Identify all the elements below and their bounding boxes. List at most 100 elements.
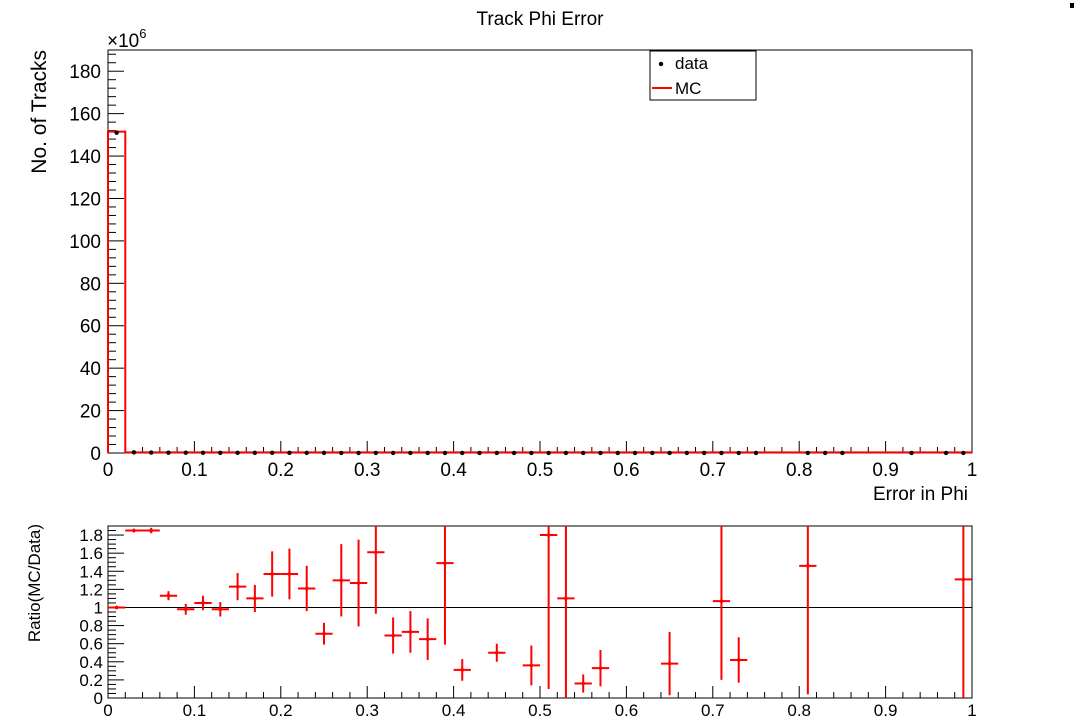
- ratio-point: [263, 551, 281, 597]
- ratio-tick-labels: 0 0.1 0.2 0.3 0.4 0.5 0.6 0.7 0.8 0.9 100.20.40.60…: [79, 526, 976, 720]
- ratio-marker: [322, 631, 326, 636]
- ratio-point: [419, 618, 437, 660]
- main-x-tick-label: 0.1: [181, 460, 207, 481]
- data-point: [373, 450, 379, 456]
- data-point: [736, 450, 741, 456]
- ratio-point: [194, 595, 212, 611]
- data-point: [909, 450, 914, 456]
- main-x-tick-label: 1: [967, 460, 978, 481]
- ratio-point: [384, 617, 402, 654]
- ratio-x-tick-label: 0.4: [442, 701, 466, 720]
- ratio-x-tick-label: 0.3: [355, 701, 379, 720]
- ratio-y-axis-label: Ratio(MC/Data): [25, 524, 44, 642]
- data-point: [615, 450, 620, 456]
- ratio-point: [108, 605, 126, 610]
- data-point: [114, 130, 119, 135]
- ratio-point: [574, 674, 592, 693]
- ratio-marker: [132, 528, 136, 533]
- ratio-point: [660, 631, 679, 696]
- ratio-point: [591, 650, 610, 687]
- data-point: [684, 450, 690, 456]
- ratio-plot-marks: [108, 526, 972, 698]
- data-point: [753, 450, 759, 456]
- ratio-point: [540, 526, 558, 689]
- legend-box: [649, 50, 757, 101]
- legend: data MC: [649, 50, 757, 101]
- main-x-tick-label: 0.8: [786, 460, 812, 481]
- data-point: [200, 450, 206, 455]
- data-point: [442, 450, 448, 456]
- ratio-marker: [183, 607, 188, 612]
- main-y-tick-label: 100: [69, 232, 101, 253]
- data-point: [581, 450, 586, 456]
- ratio-marker: [149, 528, 153, 533]
- ratio-marker: [114, 605, 119, 610]
- ratio-marker: [425, 637, 430, 641]
- ratio-marker: [408, 630, 413, 634]
- ratio-point: [712, 526, 731, 680]
- main-x-tick-label: 0: [103, 460, 114, 481]
- data-point: [408, 450, 413, 456]
- data-point: [235, 450, 240, 456]
- data-point: [321, 450, 327, 456]
- data-point: [356, 450, 361, 456]
- ratio-marker: [719, 599, 724, 603]
- main-y-axis-label: No. of Tracks: [28, 50, 51, 174]
- data-point: [252, 450, 258, 456]
- main-plot-frame: [107, 49, 973, 454]
- main-y-tick-label: 180: [69, 62, 101, 83]
- mc-histogram-line: [107, 130, 972, 454]
- main-x-axis-label: Error in Phi: [873, 484, 968, 505]
- ratio-marker: [806, 564, 810, 568]
- ratio-point: [125, 528, 143, 533]
- legend-data-label: data: [675, 54, 709, 73]
- ratio-point: [453, 659, 471, 681]
- ratio-marker: [166, 593, 171, 598]
- ratio-y-tick-label: 1.4: [79, 562, 103, 581]
- ratio-axis-ticks: [107, 530, 973, 699]
- main-tick-labels: 0 0.1 0.2 0.3 0.4 0.5 0.6 0.7 0.8 0.9 1 0 20 40 60 80 10…: [69, 62, 977, 481]
- ratio-marker: [356, 581, 361, 585]
- ratio-marker: [460, 668, 465, 672]
- data-point: [667, 450, 672, 456]
- ratio-y-tick-label: 0: [94, 689, 103, 708]
- legend-mc-label: MC: [675, 79, 701, 98]
- ratio-point: [488, 643, 506, 662]
- ratio-marker: [529, 663, 534, 668]
- data-point: [339, 450, 344, 456]
- ratio-point: [522, 645, 540, 686]
- ratio-point: [280, 548, 299, 600]
- data-point: [546, 450, 551, 456]
- ratio-marker: [961, 577, 966, 582]
- ratio-marker: [304, 586, 309, 591]
- data-point: [805, 450, 811, 456]
- ratio-x-tick-label: 0.7: [701, 701, 725, 720]
- ratio-marker: [287, 572, 292, 576]
- main-axis-ticks: [107, 53, 973, 454]
- ratio-point: [349, 539, 368, 627]
- ratio-marker: [201, 601, 205, 605]
- main-y-tick-label: 160: [69, 105, 101, 126]
- ratio-y-tick-label: 1.8: [79, 526, 103, 545]
- ratio-y-tick-label: 0.8: [79, 617, 103, 636]
- legend-data-marker: [658, 61, 664, 67]
- data-point: [511, 450, 517, 456]
- main-y-tick-label: 0: [90, 444, 101, 465]
- main-x-tick-label: 0.2: [268, 460, 294, 481]
- data-point: [719, 450, 724, 456]
- ratio-marker: [253, 596, 257, 601]
- ratio-x-tick-label: 0: [103, 701, 112, 720]
- ratio-point: [298, 565, 316, 612]
- ratio-point: [315, 622, 333, 645]
- data-point: [632, 450, 638, 456]
- ratio-point: [332, 544, 350, 617]
- main-x-tick-label: 0.7: [700, 460, 726, 481]
- ratio-point: [177, 603, 195, 615]
- data-point: [822, 450, 828, 456]
- ratio-point: [142, 527, 160, 534]
- ratio-point: [228, 573, 247, 601]
- ratio-y-tick-label: 1.2: [79, 580, 103, 599]
- main-x-tick-label: 0.5: [527, 460, 553, 481]
- ratio-marker: [581, 681, 585, 686]
